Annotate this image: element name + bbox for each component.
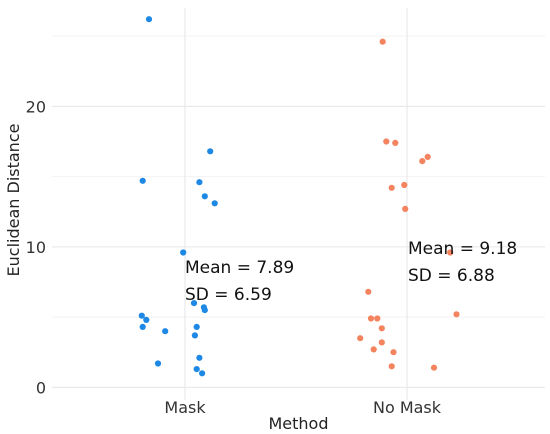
data-point <box>365 288 372 295</box>
data-point <box>145 16 153 23</box>
x-tick-label: Mask <box>164 398 206 417</box>
data-point <box>190 300 198 307</box>
data-point <box>201 193 208 200</box>
data-point <box>378 339 385 346</box>
data-point <box>392 139 399 146</box>
data-point <box>154 360 162 367</box>
axes: 0 10 20 Mask No Mask Method Euclidean Distance <box>4 97 442 433</box>
mean-annotation: Mean = 9.18 <box>408 239 517 259</box>
data-point <box>196 179 203 186</box>
x-tick-label: No Mask <box>373 398 442 417</box>
data-point <box>402 205 409 212</box>
data-point <box>138 312 145 319</box>
data-point <box>162 328 169 335</box>
data-point <box>388 184 395 191</box>
data-point <box>357 335 364 342</box>
data-point <box>430 364 438 371</box>
data-point <box>401 181 408 189</box>
data-point <box>139 177 146 184</box>
annotations: Mean = 7.89 SD = 6.59 Mean = 9.18 SD = 6.88 <box>185 239 517 305</box>
sd-annotation: SD = 6.59 <box>185 285 272 305</box>
y-tick-label: 0 <box>36 378 46 397</box>
data-point <box>196 354 203 361</box>
data-point <box>370 346 377 353</box>
data-points <box>138 16 460 377</box>
data-point <box>207 148 214 155</box>
mean-annotation: Mean = 7.89 <box>185 258 294 278</box>
data-point <box>193 323 200 330</box>
data-point <box>201 307 208 314</box>
data-point <box>374 315 381 322</box>
y-axis-title: Euclidean Distance <box>4 124 23 277</box>
data-point <box>367 315 375 322</box>
data-point <box>383 138 390 145</box>
data-point <box>191 332 198 339</box>
data-point <box>453 311 460 318</box>
y-tick-label: 10 <box>26 238 46 257</box>
data-point <box>193 366 200 373</box>
data-point <box>424 153 431 160</box>
data-point <box>379 38 386 45</box>
y-tick-label: 20 <box>26 97 46 116</box>
data-point <box>388 363 395 370</box>
x-axis-title: Method <box>268 414 328 433</box>
grid <box>52 8 545 400</box>
data-point <box>143 316 150 323</box>
sd-annotation: SD = 6.88 <box>408 266 495 286</box>
data-point <box>139 323 146 330</box>
data-point <box>199 370 206 377</box>
data-point <box>447 249 454 256</box>
data-point <box>390 349 397 356</box>
data-point <box>378 325 385 332</box>
data-point <box>419 158 426 165</box>
data-point <box>180 249 187 256</box>
data-point <box>211 200 218 207</box>
